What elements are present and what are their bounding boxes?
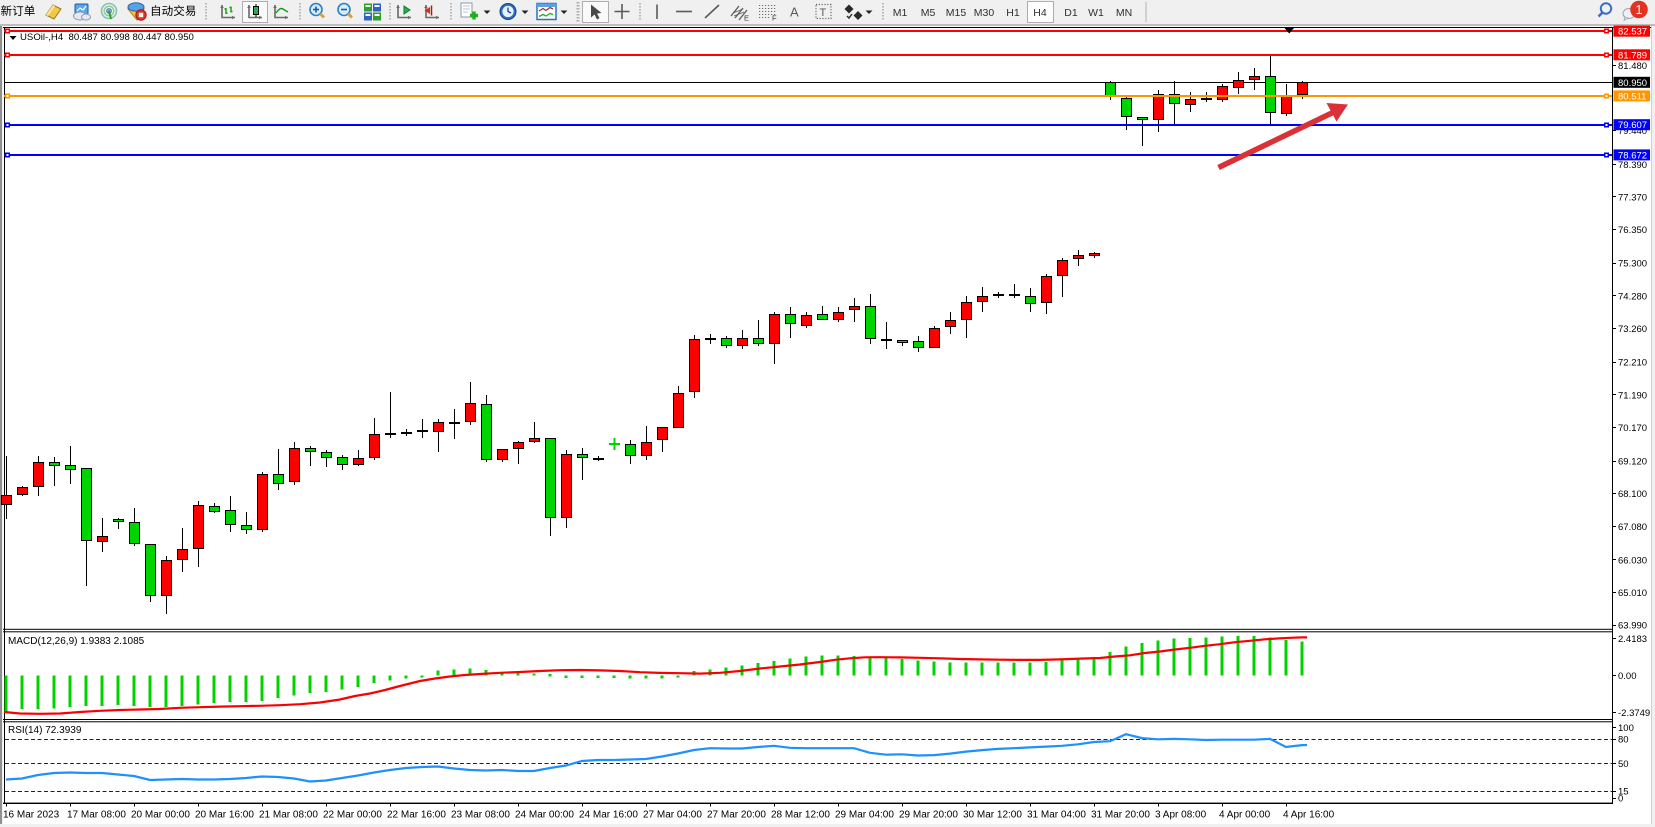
- svg-text:29 Mar 04:00: 29 Mar 04:00: [835, 810, 894, 821]
- svg-text:F: F: [772, 14, 777, 23]
- svg-text:80.511: 80.511: [1618, 91, 1646, 102]
- svg-text:RSI(14) 72.3939: RSI(14) 72.3939: [8, 725, 82, 736]
- svg-text:USOil-,H4 80.487 80.998 80.44: USOil-,H4 80.487 80.998 80.447 80.950: [20, 32, 194, 43]
- svg-text:3 Apr 08:00: 3 Apr 08:00: [1155, 810, 1207, 821]
- svg-text:0: 0: [1618, 794, 1623, 805]
- svg-text:69.120: 69.120: [1618, 457, 1647, 468]
- svg-text:50: 50: [1618, 759, 1629, 770]
- svg-text:28 Mar 12:00: 28 Mar 12:00: [771, 810, 830, 821]
- svg-text:24 Mar 16:00: 24 Mar 16:00: [579, 810, 638, 821]
- svg-text:66.030: 66.030: [1618, 555, 1647, 566]
- svg-text:T: T: [820, 7, 827, 19]
- svg-text:81.480: 81.480: [1618, 61, 1647, 72]
- svg-text:23 Mar 08:00: 23 Mar 08:00: [451, 810, 510, 821]
- svg-text:73.260: 73.260: [1618, 324, 1647, 335]
- svg-text:M1: M1: [893, 7, 908, 19]
- svg-text:W1: W1: [1088, 7, 1104, 19]
- svg-text:80: 80: [1618, 735, 1629, 746]
- svg-text:4 Apr 16:00: 4 Apr 16:00: [1283, 810, 1335, 821]
- svg-text:22 Mar 16:00: 22 Mar 16:00: [387, 810, 446, 821]
- svg-text:70.170: 70.170: [1618, 423, 1647, 434]
- svg-text:68.100: 68.100: [1618, 489, 1647, 500]
- svg-text:0.00: 0.00: [1618, 671, 1637, 682]
- svg-text:A: A: [790, 5, 799, 20]
- svg-text:82.537: 82.537: [1618, 27, 1647, 38]
- svg-text:22 Mar 00:00: 22 Mar 00:00: [323, 810, 382, 821]
- svg-text:24 Mar 00:00: 24 Mar 00:00: [515, 810, 574, 821]
- svg-text:78.390: 78.390: [1618, 160, 1647, 171]
- svg-text:81.789: 81.789: [1618, 50, 1647, 61]
- svg-text:65.010: 65.010: [1618, 588, 1647, 599]
- svg-text:71.190: 71.190: [1618, 390, 1647, 401]
- svg-text:MN: MN: [1116, 7, 1132, 19]
- svg-text:1: 1: [1636, 3, 1643, 17]
- svg-text:D1: D1: [1064, 7, 1078, 19]
- svg-text:M30: M30: [974, 7, 995, 19]
- svg-text:63.990: 63.990: [1618, 621, 1647, 632]
- svg-text:75.300: 75.300: [1618, 259, 1647, 270]
- svg-text:31 Mar 20:00: 31 Mar 20:00: [1091, 810, 1150, 821]
- svg-text:17 Mar 08:00: 17 Mar 08:00: [67, 810, 126, 821]
- svg-text:15: 15: [1618, 787, 1629, 798]
- svg-text:27 Mar 04:00: 27 Mar 04:00: [643, 810, 702, 821]
- svg-text:79.607: 79.607: [1618, 120, 1647, 131]
- svg-text:H1: H1: [1006, 7, 1020, 19]
- svg-text:M15: M15: [946, 7, 967, 19]
- svg-text:79.440: 79.440: [1618, 126, 1647, 137]
- svg-text:80.950: 80.950: [1618, 78, 1647, 89]
- svg-text:67.080: 67.080: [1618, 522, 1647, 533]
- svg-text:72.210: 72.210: [1618, 358, 1647, 369]
- svg-text:27 Mar 20:00: 27 Mar 20:00: [707, 810, 766, 821]
- svg-text:MACD(12,26,9) 1.9383 2.1085: MACD(12,26,9) 1.9383 2.1085: [8, 636, 145, 647]
- svg-text:77.370: 77.370: [1618, 192, 1647, 203]
- svg-text:78.672: 78.672: [1618, 150, 1647, 161]
- svg-text:E: E: [744, 14, 749, 23]
- svg-text:2.4183: 2.4183: [1618, 634, 1647, 645]
- svg-text:76.350: 76.350: [1618, 225, 1647, 236]
- svg-text:16 Mar 2023: 16 Mar 2023: [3, 810, 60, 821]
- svg-text:31 Mar 04:00: 31 Mar 04:00: [1027, 810, 1086, 821]
- svg-text:29 Mar 20:00: 29 Mar 20:00: [899, 810, 958, 821]
- svg-text:20 Mar 00:00: 20 Mar 00:00: [131, 810, 190, 821]
- svg-text:30 Mar 12:00: 30 Mar 12:00: [963, 810, 1022, 821]
- svg-text:4 Apr 00:00: 4 Apr 00:00: [1219, 810, 1271, 821]
- svg-text:100: 100: [1618, 723, 1634, 734]
- svg-text:20 Mar 16:00: 20 Mar 16:00: [195, 810, 254, 821]
- svg-text:21 Mar 08:00: 21 Mar 08:00: [259, 810, 318, 821]
- svg-text:-2.3749: -2.3749: [1618, 708, 1650, 719]
- svg-text:H4: H4: [1033, 7, 1047, 19]
- svg-text:M5: M5: [921, 7, 936, 19]
- svg-text:74.280: 74.280: [1618, 291, 1647, 302]
